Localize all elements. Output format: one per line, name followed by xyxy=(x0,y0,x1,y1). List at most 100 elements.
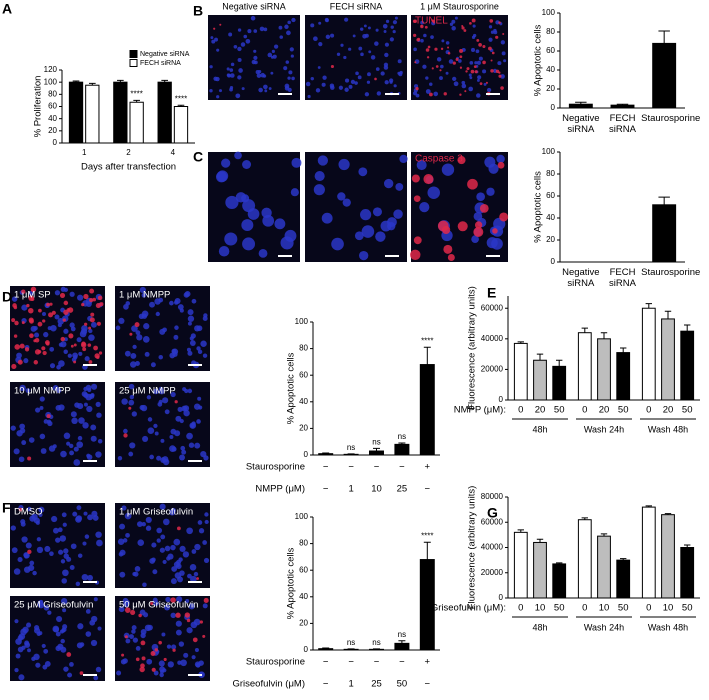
stain-dot xyxy=(163,657,167,662)
nucleus xyxy=(180,659,187,667)
error-bar xyxy=(684,544,691,548)
nucleus xyxy=(247,29,252,34)
nucleus xyxy=(389,37,394,42)
micrograph xyxy=(208,15,300,100)
nucleus xyxy=(317,155,329,166)
nucleus xyxy=(175,629,182,636)
nucleus xyxy=(43,648,49,654)
stain-dot xyxy=(498,71,501,74)
nucleus xyxy=(19,384,26,392)
nucleus xyxy=(256,73,262,78)
nucleus xyxy=(374,41,379,46)
stain-dot xyxy=(66,652,72,657)
row-value: 25 xyxy=(397,484,408,495)
nucleus xyxy=(95,666,102,673)
nucleus xyxy=(193,618,201,626)
bar xyxy=(641,307,656,401)
row-value: − xyxy=(323,657,329,668)
error-bar xyxy=(616,103,629,106)
stain-dot xyxy=(443,244,453,254)
y-tick-label: 60 xyxy=(48,102,57,111)
nucleus xyxy=(324,17,329,22)
stain-dot xyxy=(158,640,162,645)
row-value: − xyxy=(425,679,431,690)
nucleus xyxy=(330,33,335,38)
nucleus xyxy=(415,93,420,98)
stain-dot xyxy=(467,178,478,190)
nucleus xyxy=(147,427,155,435)
nucleus xyxy=(161,632,166,637)
stain-dot xyxy=(192,637,198,643)
nucleus xyxy=(57,527,63,533)
micrograph xyxy=(305,152,408,262)
nucleus xyxy=(237,75,242,80)
nucleus xyxy=(454,16,458,20)
x-tick-label: 20 xyxy=(599,405,610,416)
stain-dot xyxy=(469,21,472,25)
panel-letter: C xyxy=(193,149,203,165)
stain-dot xyxy=(42,350,47,356)
stain-dot xyxy=(34,349,41,355)
nucleus xyxy=(267,52,273,58)
nucleus xyxy=(20,519,26,525)
nucleus xyxy=(380,220,392,232)
stain-dot xyxy=(88,360,93,364)
bar xyxy=(680,330,695,401)
row-value: 1 xyxy=(348,679,353,690)
stain-dot xyxy=(14,320,19,326)
nucleus xyxy=(61,512,67,518)
stain-dot xyxy=(81,302,85,307)
nucleus xyxy=(389,80,393,84)
nucleus xyxy=(145,525,152,531)
nucleus xyxy=(90,424,97,431)
row-value: 10 xyxy=(371,484,382,495)
nucleus xyxy=(56,615,63,623)
bar xyxy=(652,42,677,109)
nucleus xyxy=(194,442,201,449)
nucleus xyxy=(384,42,390,47)
bar xyxy=(568,103,593,109)
nucleus xyxy=(136,521,143,528)
nucleus xyxy=(279,35,284,39)
error-bar xyxy=(658,196,670,205)
stain-dot xyxy=(13,334,18,338)
micrograph xyxy=(10,382,105,467)
stain-dot xyxy=(420,24,423,27)
nucleus xyxy=(119,549,126,556)
nucleus xyxy=(318,42,323,47)
nucleus xyxy=(234,151,242,160)
stain-dot xyxy=(129,332,133,336)
x-tick-label: 50 xyxy=(618,405,629,416)
nucleus xyxy=(175,415,182,422)
error-bar xyxy=(600,533,608,537)
annotation: ns xyxy=(398,432,406,441)
nucleus xyxy=(93,675,99,681)
stain-dot xyxy=(94,353,100,359)
nucleus xyxy=(200,451,207,458)
y-tick-label: 20000 xyxy=(481,568,504,577)
nucleus xyxy=(496,154,505,164)
micrograph-label: 1 μM NMPP xyxy=(119,290,170,301)
nucleus xyxy=(119,571,126,578)
nucleus xyxy=(412,91,418,96)
nucleus xyxy=(393,84,397,88)
nucleus xyxy=(259,26,265,32)
nucleus xyxy=(171,566,178,572)
nucleus xyxy=(289,47,294,52)
nucleus xyxy=(235,192,247,203)
nucleus xyxy=(131,629,136,634)
stain-dot xyxy=(410,249,421,261)
nucleus xyxy=(58,360,65,367)
stain-dot xyxy=(476,38,480,42)
nucleus xyxy=(330,85,335,90)
nucleus xyxy=(452,76,457,82)
nucleus xyxy=(83,386,88,392)
nucleus xyxy=(43,605,50,611)
error-bar xyxy=(423,346,431,365)
bar xyxy=(394,642,410,651)
nucleus xyxy=(167,553,174,560)
stain-dot xyxy=(186,618,191,623)
y-tick-label: 80 xyxy=(299,539,308,548)
nucleus xyxy=(90,321,97,328)
